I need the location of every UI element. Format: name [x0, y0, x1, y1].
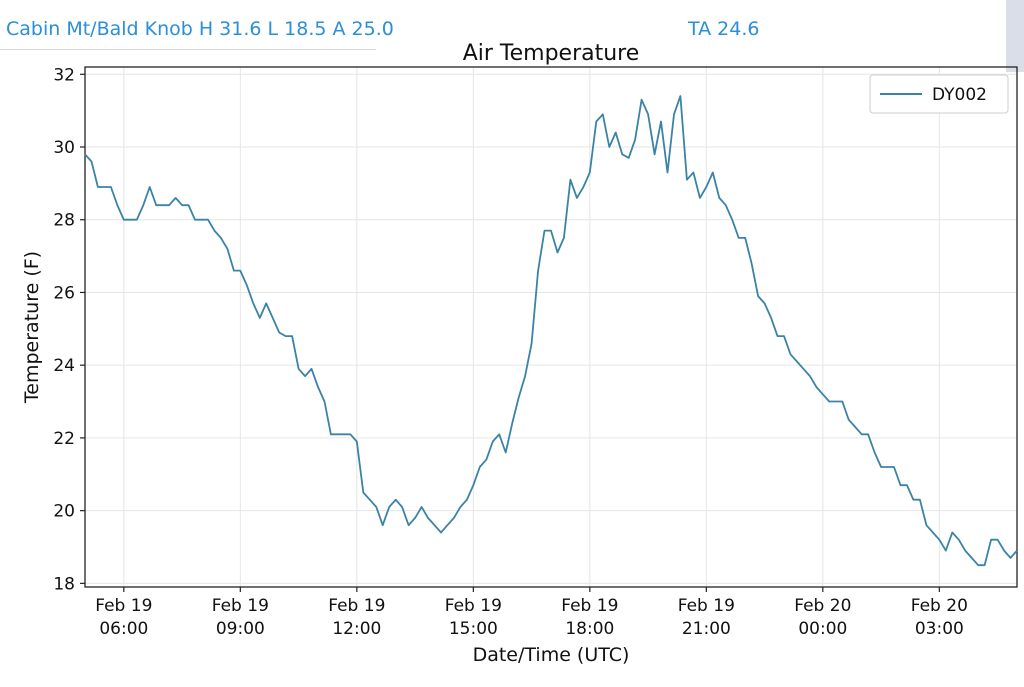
x-tick-time-label: 15:00 — [449, 619, 498, 639]
series-points — [84, 95, 1018, 567]
x-tick-time-label: 09:00 — [216, 619, 265, 639]
y-tick-label: 20 — [53, 502, 75, 522]
series-layer — [84, 95, 1018, 567]
x-tick-time-label: 18:00 — [565, 619, 614, 639]
y-tick-label: 30 — [53, 138, 75, 158]
x-tick-date-label: Feb 19 — [212, 596, 269, 616]
y-tick-label: 28 — [53, 211, 75, 231]
x-tick-date-label: Feb 20 — [911, 596, 968, 616]
legend: DY002 — [869, 74, 1009, 114]
x-axis-ticks: Feb 19 06:00 Feb 19 09:00 Feb 19 12:00 Feb 19 1… — [95, 587, 968, 639]
series-line-dy002 — [84, 95, 1018, 567]
grid — [85, 67, 1017, 587]
y-tick-label: 22 — [53, 429, 75, 449]
legend-box — [869, 74, 1009, 114]
current-temperature-reading: TA 24.6 — [688, 18, 760, 40]
x-tick-time-label: 06:00 — [99, 619, 148, 639]
legend-label-dy002: DY002 — [932, 85, 987, 105]
edge-strip — [1006, 0, 1024, 72]
plot-frame — [84, 66, 1018, 588]
x-tick-date-label: Feb 19 — [328, 596, 385, 616]
y-tick-label: 24 — [53, 356, 75, 376]
header-divider — [0, 49, 376, 50]
station-summary: Cabin Mt/Bald Knob H 31.6 L 18.5 A 25.0 — [6, 18, 394, 40]
x-tick-date-label: Feb 19 — [95, 596, 152, 616]
y-axis-ticks: 18 20 22 24 26 28 30 32 — [53, 65, 85, 594]
x-tick-date-label: Feb 20 — [794, 596, 851, 616]
x-tick-time-label: 03:00 — [915, 619, 964, 639]
x-tick-date-label: Feb 19 — [445, 596, 502, 616]
y-tick-label: 26 — [53, 283, 75, 303]
x-tick-date-label: Feb 19 — [561, 596, 618, 616]
x-tick-time-label: 12:00 — [332, 619, 381, 639]
x-tick-date-label: Feb 19 — [678, 596, 735, 616]
y-tick-label: 18 — [53, 574, 75, 594]
y-axis-title: Temperature (F) — [21, 251, 43, 404]
chart-title: Air Temperature — [463, 41, 640, 66]
x-axis-title: Date/Time (UTC) — [473, 644, 630, 666]
x-tick-time-label: 21:00 — [682, 619, 731, 639]
x-tick-time-label: 00:00 — [798, 619, 847, 639]
y-tick-label: 32 — [53, 65, 75, 85]
